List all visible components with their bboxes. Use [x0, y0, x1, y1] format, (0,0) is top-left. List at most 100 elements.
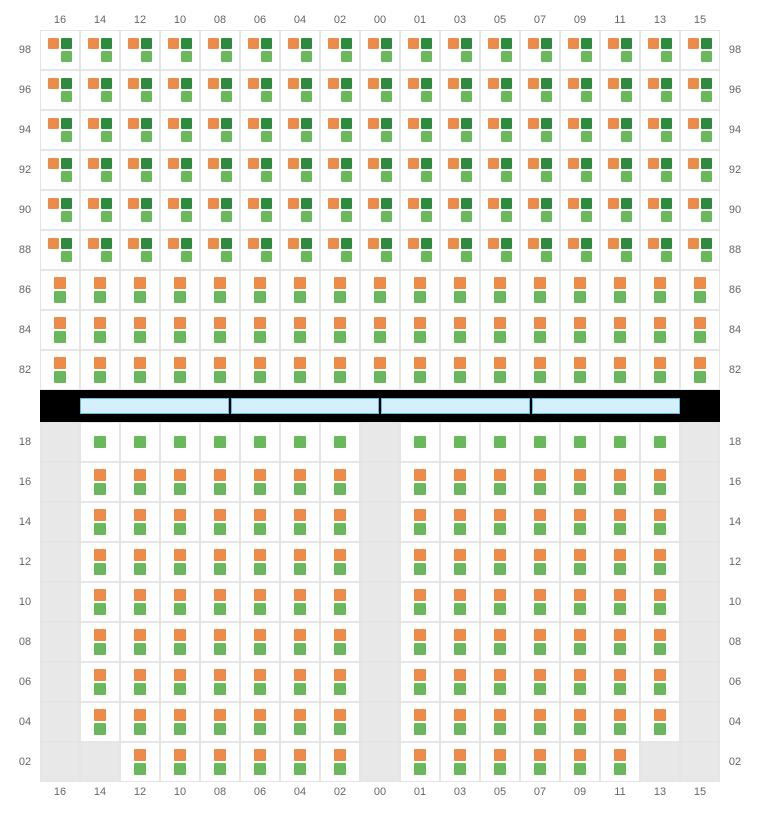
seat-marker[interactable] — [654, 549, 666, 561]
seat-marker[interactable] — [534, 549, 546, 561]
seat-marker[interactable] — [134, 331, 146, 343]
seat-marker[interactable] — [94, 643, 106, 655]
seat-marker[interactable] — [541, 131, 552, 142]
seat-marker[interactable] — [94, 331, 106, 343]
seat-marker[interactable] — [248, 238, 259, 249]
seat-marker[interactable] — [488, 38, 499, 49]
seat-marker[interactable] — [94, 291, 106, 303]
seat-marker[interactable] — [134, 603, 146, 615]
seat-marker[interactable] — [648, 38, 659, 49]
seat-marker[interactable] — [461, 51, 472, 62]
seat-marker[interactable] — [454, 291, 466, 303]
seat-marker[interactable] — [494, 709, 506, 721]
seat-marker[interactable] — [334, 291, 346, 303]
seat-marker[interactable] — [168, 158, 179, 169]
seat-marker[interactable] — [168, 38, 179, 49]
seat-marker[interactable] — [494, 549, 506, 561]
seat-marker[interactable] — [341, 91, 352, 102]
seat-marker[interactable] — [288, 78, 299, 89]
seat-marker[interactable] — [701, 158, 712, 169]
seat-marker[interactable] — [334, 669, 346, 681]
seat-marker[interactable] — [341, 51, 352, 62]
seat-marker[interactable] — [534, 436, 546, 448]
seat-marker[interactable] — [254, 643, 266, 655]
seat-marker[interactable] — [494, 723, 506, 735]
seat-marker[interactable] — [221, 38, 232, 49]
seat-marker[interactable] — [328, 118, 339, 129]
seat-marker[interactable] — [494, 763, 506, 775]
seat-marker[interactable] — [341, 198, 352, 209]
seat-marker[interactable] — [294, 709, 306, 721]
seat-marker[interactable] — [301, 38, 312, 49]
seat-marker[interactable] — [254, 749, 266, 761]
seat-marker[interactable] — [374, 331, 386, 343]
seat-marker[interactable] — [494, 469, 506, 481]
seat-marker[interactable] — [488, 238, 499, 249]
seat-marker[interactable] — [461, 118, 472, 129]
seat-marker[interactable] — [101, 238, 112, 249]
seat-marker[interactable] — [701, 118, 712, 129]
seat-marker[interactable] — [614, 331, 626, 343]
seat-marker[interactable] — [574, 469, 586, 481]
seat-marker[interactable] — [94, 709, 106, 721]
seat-marker[interactable] — [94, 371, 106, 383]
seat-marker[interactable] — [134, 291, 146, 303]
seat-marker[interactable] — [294, 629, 306, 641]
seat-marker[interactable] — [174, 291, 186, 303]
seat-marker[interactable] — [341, 171, 352, 182]
seat-marker[interactable] — [614, 549, 626, 561]
seat-marker[interactable] — [534, 483, 546, 495]
seat-marker[interactable] — [454, 371, 466, 383]
seat-marker[interactable] — [208, 238, 219, 249]
seat-marker[interactable] — [648, 198, 659, 209]
seat-marker[interactable] — [381, 211, 392, 222]
seat-marker[interactable] — [334, 523, 346, 535]
seat-marker[interactable] — [581, 118, 592, 129]
seat-marker[interactable] — [54, 317, 66, 329]
seat-marker[interactable] — [288, 198, 299, 209]
seat-marker[interactable] — [621, 78, 632, 89]
seat-marker[interactable] — [141, 238, 152, 249]
seat-marker[interactable] — [661, 38, 672, 49]
seat-marker[interactable] — [574, 291, 586, 303]
seat-marker[interactable] — [168, 78, 179, 89]
seat-marker[interactable] — [261, 91, 272, 102]
seat-marker[interactable] — [288, 38, 299, 49]
seat-marker[interactable] — [181, 78, 192, 89]
seat-marker[interactable] — [461, 211, 472, 222]
seat-marker[interactable] — [174, 643, 186, 655]
seat-marker[interactable] — [501, 198, 512, 209]
seat-marker[interactable] — [174, 749, 186, 761]
seat-marker[interactable] — [581, 38, 592, 49]
seat-marker[interactable] — [421, 251, 432, 262]
seat-marker[interactable] — [261, 118, 272, 129]
seat-marker[interactable] — [614, 589, 626, 601]
seat-marker[interactable] — [454, 749, 466, 761]
seat-marker[interactable] — [214, 331, 226, 343]
seat-marker[interactable] — [568, 118, 579, 129]
seat-marker[interactable] — [501, 171, 512, 182]
seat-marker[interactable] — [301, 238, 312, 249]
seat-marker[interactable] — [174, 357, 186, 369]
seat-marker[interactable] — [134, 723, 146, 735]
seat-marker[interactable] — [181, 91, 192, 102]
seat-marker[interactable] — [141, 158, 152, 169]
seat-marker[interactable] — [381, 198, 392, 209]
seat-marker[interactable] — [501, 211, 512, 222]
seat-marker[interactable] — [448, 158, 459, 169]
seat-marker[interactable] — [621, 198, 632, 209]
seat-marker[interactable] — [414, 629, 426, 641]
seat-marker[interactable] — [301, 78, 312, 89]
seat-marker[interactable] — [534, 563, 546, 575]
seat-marker[interactable] — [208, 78, 219, 89]
seat-marker[interactable] — [381, 38, 392, 49]
seat-marker[interactable] — [368, 118, 379, 129]
seat-marker[interactable] — [334, 317, 346, 329]
seat-marker[interactable] — [528, 198, 539, 209]
seat-marker[interactable] — [134, 643, 146, 655]
seat-marker[interactable] — [421, 198, 432, 209]
seat-marker[interactable] — [261, 211, 272, 222]
seat-marker[interactable] — [214, 669, 226, 681]
seat-marker[interactable] — [501, 78, 512, 89]
seat-marker[interactable] — [381, 131, 392, 142]
